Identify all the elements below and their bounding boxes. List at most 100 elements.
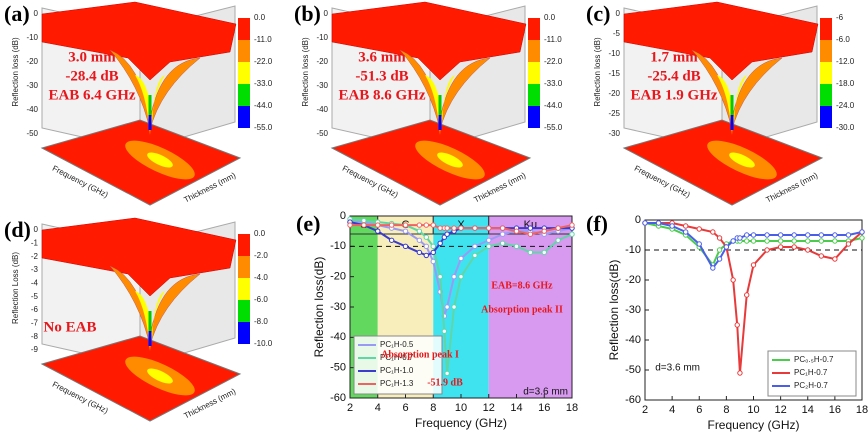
point <box>744 232 750 238</box>
panel-label: (b) <box>294 1 321 26</box>
x-axis-title: Frequency (GHz) <box>707 418 799 432</box>
series-line <box>645 222 863 270</box>
colorbar-block <box>238 62 250 84</box>
annotation: EAB 6.4 GHz <box>48 87 135 103</box>
point <box>750 238 757 244</box>
colorbar-block <box>820 40 832 62</box>
point <box>444 225 450 231</box>
z-tick-label: -50 <box>26 129 38 138</box>
colorbar-label: -24.0 <box>836 101 855 110</box>
point <box>361 222 367 228</box>
point <box>805 232 811 238</box>
point <box>723 244 730 250</box>
point <box>730 277 736 283</box>
colorbar-block <box>238 256 250 278</box>
annotation: -51.9 dB <box>427 377 463 388</box>
point <box>541 249 547 256</box>
point <box>832 256 838 262</box>
x-tick-label: 14 <box>802 404 814 416</box>
legend-label: PC₁H-0.7 <box>794 368 828 377</box>
point <box>805 238 811 244</box>
point <box>744 238 750 244</box>
point <box>388 222 395 228</box>
point <box>472 225 478 231</box>
z-tick-label: 0 <box>616 9 621 18</box>
y-tick-label: 0 <box>340 210 346 222</box>
point <box>423 234 430 240</box>
colorbar-block <box>238 322 250 344</box>
z-tick-label: 0 <box>34 225 39 234</box>
legend-label: PC₀.₅H-0.7 <box>794 355 834 364</box>
panel-label: (d) <box>4 217 31 242</box>
point <box>716 235 723 241</box>
point <box>458 255 464 262</box>
point <box>805 247 811 253</box>
point <box>669 223 675 229</box>
colorbar-label: -12.0 <box>836 57 855 66</box>
z-axis-title: Reflection loss (dB) <box>301 37 310 107</box>
z-tick-label: -9 <box>31 345 39 354</box>
annotation: d=3.6 mm <box>523 387 568 398</box>
point <box>682 223 689 229</box>
z-tick-label: -40 <box>26 105 38 114</box>
colorbar-block <box>238 40 250 62</box>
point <box>527 225 534 231</box>
surface <box>41 217 237 297</box>
point <box>416 222 423 228</box>
annotation: -25.4 dB <box>647 68 700 84</box>
x-tick-label: 12 <box>775 404 787 416</box>
z-tick-label: -30 <box>26 81 38 90</box>
legend-label: PC₁H-1.3 <box>380 379 414 388</box>
point <box>716 247 723 253</box>
z-tick-label: -3 <box>31 265 39 274</box>
z-tick-label: -10 <box>316 33 328 42</box>
colorbar-label: -8.0 <box>254 317 268 326</box>
z-tick-label: -6 <box>31 305 39 314</box>
annotation: -28.4 dB <box>65 68 118 84</box>
point <box>402 222 409 228</box>
y-tick-label: -30 <box>330 301 346 313</box>
colorbar-label: -6.0 <box>836 35 850 44</box>
y-tick-label: -60 <box>330 392 346 404</box>
point <box>859 229 865 235</box>
colorbar-label: 0.0 <box>254 13 266 22</box>
x-tick-label: 14 <box>510 402 522 414</box>
colorbar-block <box>238 234 250 256</box>
colorbar-block <box>820 106 832 128</box>
x-tick-label: 2 <box>347 402 353 414</box>
panel-label: (c) <box>586 1 610 26</box>
point <box>682 229 689 235</box>
point <box>791 232 797 238</box>
annotation: 1.7 mm <box>650 49 698 65</box>
surface <box>331 1 527 81</box>
colorbar-block <box>528 106 540 128</box>
point <box>744 292 750 298</box>
point <box>441 328 448 334</box>
floor-contour <box>729 152 755 168</box>
y-tick-label: -10 <box>625 244 641 256</box>
colorbar-block <box>528 40 540 62</box>
colorbar-label: -6 <box>836 13 844 22</box>
z-tick-label: -4 <box>31 278 39 287</box>
x-tick-label: 8 <box>723 404 729 416</box>
point <box>655 220 662 226</box>
y-tick-label: -10 <box>330 240 346 252</box>
point <box>555 237 561 243</box>
point <box>696 241 702 247</box>
point <box>423 222 430 228</box>
x-tick-label: 8 <box>430 402 436 414</box>
point <box>347 222 353 228</box>
point <box>499 240 506 247</box>
point <box>845 241 852 247</box>
point <box>430 222 436 228</box>
z-tick-label: -10 <box>608 49 620 58</box>
colorbar-label: -22.0 <box>254 57 273 66</box>
colorbar-block <box>528 18 540 40</box>
point <box>737 370 743 376</box>
colorbar-label: -4.0 <box>254 273 268 282</box>
z-tick-label: -20 <box>26 57 38 66</box>
z-tick-label: -5 <box>613 29 621 38</box>
colorbar-label: 0.0 <box>544 13 556 22</box>
z-tick-label: -15 <box>608 69 620 78</box>
